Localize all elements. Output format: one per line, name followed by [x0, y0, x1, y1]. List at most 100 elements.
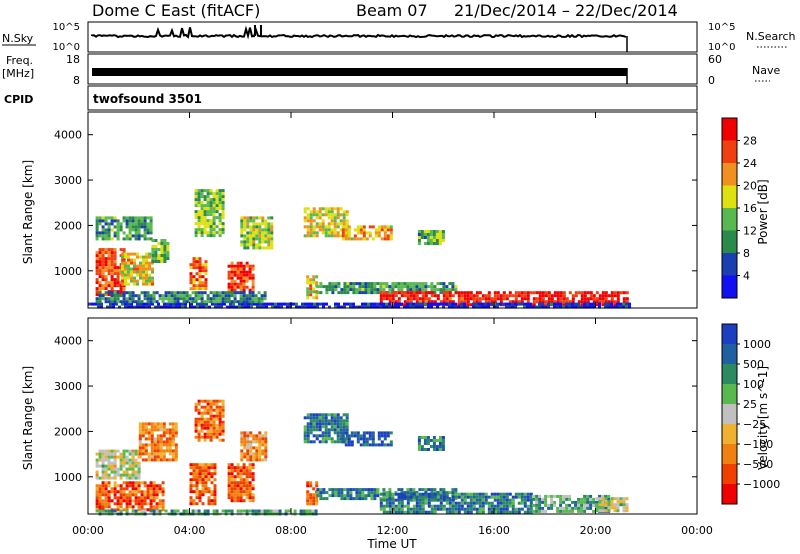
data-cell — [583, 302, 586, 306]
data-cell — [198, 478, 202, 482]
data-cell — [227, 487, 231, 491]
data-cell — [166, 251, 170, 254]
data-cell — [144, 458, 148, 462]
data-cell — [95, 257, 99, 261]
data-cell — [258, 246, 262, 250]
data-cell — [261, 240, 265, 244]
data-cell — [321, 219, 325, 223]
data-cell — [131, 452, 135, 456]
data-cell — [212, 399, 216, 403]
data-cell — [601, 300, 605, 304]
data-cell — [243, 446, 247, 450]
data-cell — [107, 248, 111, 252]
data-cell — [371, 440, 375, 444]
data-cell — [333, 422, 337, 426]
data-cell — [356, 437, 360, 441]
data-cell — [98, 257, 102, 261]
data-cell — [246, 222, 250, 226]
data-cell — [243, 246, 247, 250]
data-cell — [423, 242, 427, 245]
data-cell — [221, 438, 225, 442]
data-cell — [209, 420, 213, 424]
data-cell — [255, 231, 259, 235]
data-cell — [340, 291, 344, 295]
data-cell — [163, 257, 167, 260]
data-cell — [502, 302, 505, 306]
data-cell — [303, 425, 307, 429]
data-cell — [209, 189, 213, 193]
data-cell — [189, 487, 193, 491]
data-cell — [565, 300, 569, 304]
data-cell — [189, 263, 193, 267]
data-cell — [201, 275, 205, 279]
data-cell — [195, 487, 199, 491]
data-cell — [116, 234, 120, 238]
data-cell — [318, 434, 322, 438]
data-cell — [589, 497, 593, 501]
data-cell — [385, 294, 389, 298]
data-cell — [212, 300, 216, 304]
data-cell — [122, 461, 126, 465]
data-cell — [380, 434, 384, 438]
data-cell — [421, 305, 424, 309]
data-cell — [386, 228, 390, 232]
data-cell — [137, 297, 141, 301]
data-cell — [352, 291, 356, 295]
data-cell — [397, 297, 401, 301]
data-cell — [125, 509, 129, 513]
data-cell — [110, 272, 114, 276]
data-cell — [171, 425, 175, 429]
data-cell — [101, 216, 105, 220]
data-cell — [203, 189, 207, 193]
data-cell — [406, 285, 410, 289]
data-cell — [128, 225, 132, 229]
data-cell — [256, 305, 259, 309]
data-cell — [104, 505, 108, 509]
data-cell — [215, 411, 219, 415]
data-cell — [110, 248, 114, 252]
data-cell — [146, 228, 150, 232]
velocity-panel-frame — [87, 317, 698, 515]
data-cell — [341, 237, 345, 241]
data-cell — [261, 222, 265, 226]
data-cell — [397, 504, 401, 508]
data-cell — [388, 285, 392, 289]
data-cell — [349, 494, 353, 498]
colorbar-swatch — [722, 230, 737, 254]
colorbar-tick-label: 24 — [743, 157, 757, 170]
data-cell — [356, 231, 360, 235]
data-cell — [251, 282, 255, 286]
data-cell — [109, 305, 112, 309]
data-cell — [556, 305, 559, 309]
data-cell — [417, 442, 421, 445]
data-cell — [192, 275, 196, 279]
data-cell — [309, 431, 313, 435]
data-cell — [212, 432, 216, 436]
data-cell — [556, 506, 560, 510]
data-cell — [457, 507, 461, 511]
data-cell — [233, 466, 237, 470]
data-cell — [160, 260, 164, 263]
data-cell — [227, 490, 231, 494]
data-cell — [157, 242, 161, 245]
data-cell — [355, 305, 358, 309]
data-cell — [137, 300, 141, 304]
data-cell — [359, 228, 363, 232]
data-cell — [344, 437, 348, 441]
data-cell — [550, 500, 554, 504]
data-cell — [159, 452, 163, 456]
data-cell — [240, 443, 244, 447]
data-cell — [601, 303, 605, 307]
data-cell — [188, 294, 192, 298]
data-cell — [142, 264, 145, 268]
data-cell — [386, 237, 390, 241]
data-cell — [248, 270, 252, 274]
data-cell — [345, 213, 349, 217]
data-cell — [110, 228, 114, 232]
data-cell — [264, 446, 268, 450]
data-cell — [104, 219, 108, 223]
data-cell — [427, 302, 430, 306]
data-cell — [131, 490, 135, 494]
data-cell — [616, 506, 620, 510]
data-cell — [101, 248, 105, 252]
